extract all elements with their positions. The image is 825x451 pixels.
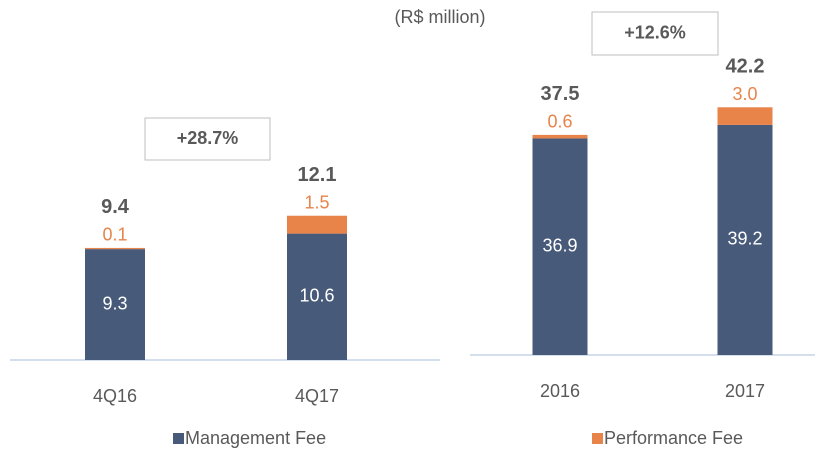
value-label: 36.9 [542,235,577,255]
total-label: 42.2 [726,56,765,78]
subtitle: (R$ million) [394,7,485,27]
x-tick-label: 2016 [540,381,580,401]
value-label: 9.3 [102,293,127,313]
x-tick-label: 2017 [725,381,765,401]
total-label: 37.5 [541,83,580,105]
bar-segment [717,124,773,355]
legend-swatch [592,433,603,444]
bar-segment [85,247,145,250]
value-label: 39.2 [727,229,762,249]
annotation: +28.7% [177,128,239,148]
value-label: 0.6 [547,112,572,132]
annotation-box [144,117,271,161]
bar-segment [717,107,773,125]
value-label: 1.5 [304,192,329,212]
bar-segment [287,233,347,360]
bar-segment [532,134,588,139]
bar-segment [287,215,347,234]
x-tick-label: 4Q16 [93,386,137,406]
total-label: 9.4 [101,196,130,218]
annotation-box [591,11,719,56]
value-label: 0.1 [102,225,127,245]
legend-label: Performance Fee [604,428,743,448]
total-label: 12.1 [298,164,337,186]
legend-swatch [173,433,184,444]
legend-label: Management Fee [185,428,326,448]
bar-segment [532,138,588,355]
value-label: 3.0 [732,84,757,104]
value-label: 10.6 [299,286,334,306]
x-tick-label: 4Q17 [295,386,339,406]
annotation: +12.6% [624,22,686,42]
bar-segment [85,249,145,360]
